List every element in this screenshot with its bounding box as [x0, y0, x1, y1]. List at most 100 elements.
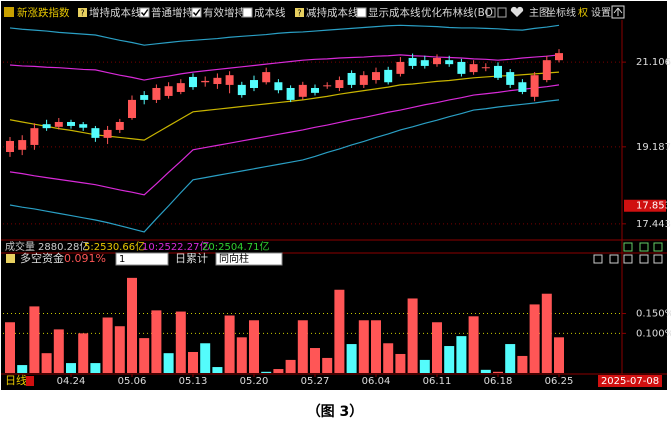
pane-icon[interactable] [639, 242, 649, 252]
period-label[interactable]: 日线 [5, 373, 27, 387]
band-line [9, 71, 560, 141]
toolbar-button[interactable]: 权 [578, 6, 588, 19]
heart-icon[interactable] [510, 6, 524, 17]
date-label: 2025-07-08 [601, 376, 659, 387]
period-select[interactable] [115, 252, 169, 266]
checkbox[interactable] [191, 7, 202, 18]
up-button[interactable] [611, 5, 625, 19]
y-tick-label: 0.150% [636, 309, 671, 320]
style-select[interactable] [215, 252, 283, 266]
candle-body [262, 72, 271, 83]
x-tick-label: 06.04 [362, 376, 391, 387]
volume-info: 20:2504.71亿 [202, 240, 269, 253]
bar [407, 298, 418, 373]
check-mark [192, 9, 201, 17]
toolbar-item[interactable]: 有效增持 [203, 6, 245, 19]
toolbar-item[interactable]: 显示成本线 [368, 6, 421, 19]
pane-icon[interactable] [593, 254, 603, 264]
bar [383, 343, 394, 373]
candle-body [189, 76, 197, 88]
candle-body [555, 53, 563, 61]
bar [188, 351, 198, 373]
bar [175, 311, 186, 373]
toolbar-button[interactable]: 主图 [529, 7, 549, 19]
bar [529, 304, 540, 373]
candle-body [176, 83, 185, 92]
x-tick-label: 06.25 [545, 376, 574, 387]
nav-button[interactable] [486, 7, 496, 18]
help-icon [295, 8, 304, 17]
toolbar-item[interactable]: 增持成本线 [89, 6, 142, 19]
candle-body [481, 67, 490, 69]
checkbox[interactable] [356, 7, 367, 18]
toolbar-item[interactable]: 普通增持 [151, 6, 193, 19]
candle-body [225, 75, 234, 85]
bar [541, 293, 552, 373]
band-line [9, 24, 560, 46]
nav-button[interactable] [497, 7, 507, 18]
pane-icon[interactable] [653, 242, 663, 252]
bar [224, 315, 235, 373]
pane-icon[interactable] [609, 254, 619, 264]
price-marker: 17.853 [636, 201, 671, 212]
bar [17, 365, 28, 373]
bar [456, 336, 467, 373]
bar [468, 316, 479, 373]
candle-body [518, 82, 527, 92]
bar [5, 322, 15, 373]
bar [163, 353, 174, 373]
indicator-value: 0.091% [64, 252, 106, 265]
pane-icon[interactable] [653, 254, 663, 264]
indicator-name[interactable]: 优化布林线(BO [421, 6, 493, 19]
candle-body [530, 75, 539, 97]
volume-info: 5:2530.66亿 [84, 240, 145, 253]
bar [212, 367, 223, 373]
bar [90, 363, 101, 373]
candle-body [506, 72, 515, 85]
pane-icon[interactable] [623, 254, 633, 264]
candle-body [42, 124, 51, 129]
bar [261, 371, 272, 373]
bar [395, 353, 406, 373]
bar [358, 320, 369, 373]
candle-body [201, 80, 210, 83]
bar [200, 343, 211, 373]
pane-icon[interactable] [639, 254, 649, 264]
candle-body [54, 121, 63, 127]
toolbar-button[interactable]: 设置 [591, 7, 611, 19]
volume-info: 10:2522.27亿 [142, 240, 209, 253]
candle-body [213, 77, 222, 85]
bar [310, 348, 320, 373]
band-line [9, 54, 560, 81]
candle-body [6, 140, 14, 153]
bar [29, 306, 40, 373]
candle-body [408, 57, 417, 66]
bar [273, 369, 284, 373]
bar [151, 310, 162, 373]
candle-body [140, 95, 149, 100]
bar [297, 320, 308, 373]
bar [102, 317, 113, 373]
bar [554, 337, 564, 373]
pane-icon[interactable] [623, 242, 633, 252]
candle-body [237, 84, 246, 96]
indicator-name: 多空资金 [20, 251, 64, 265]
x-tick-label: 05.20 [240, 376, 269, 387]
candle-body [115, 121, 124, 130]
bar [334, 289, 345, 373]
mode-label: 日累计 [175, 252, 208, 265]
candle-body [420, 60, 429, 66]
period-value: 1 [119, 254, 125, 265]
toolbar-button[interactable]: 坐标线 [546, 6, 576, 19]
candle-body [494, 65, 502, 78]
checkbox[interactable] [242, 7, 253, 18]
help-icon [6, 254, 15, 263]
toolbar-item[interactable]: 减持成本线 [306, 6, 359, 19]
band-line [9, 99, 560, 233]
index-title[interactable]: 新涨跌指数 [17, 6, 70, 19]
toolbar-item[interactable]: 成本线 [254, 6, 286, 19]
candle-body [164, 86, 173, 96]
checkbox[interactable] [139, 7, 150, 18]
bar [127, 277, 137, 373]
bar [236, 337, 247, 373]
